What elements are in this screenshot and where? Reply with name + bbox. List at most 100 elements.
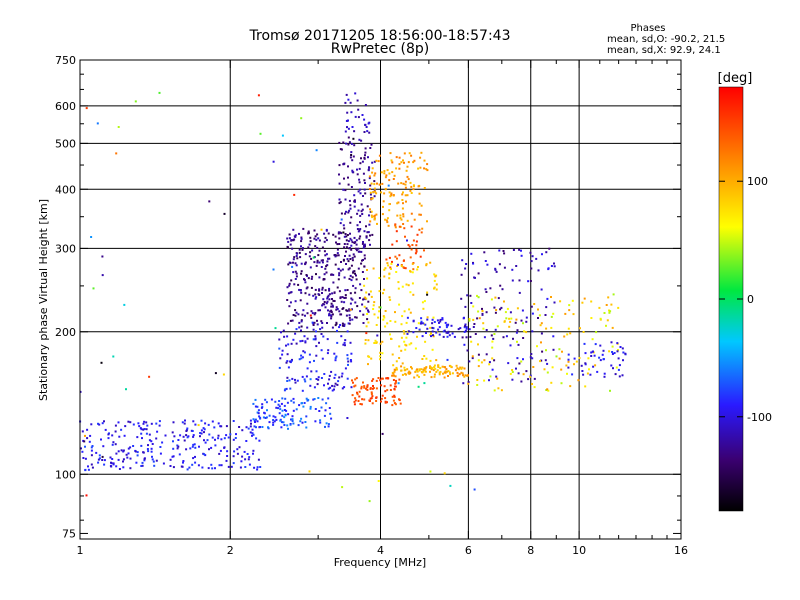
data-point — [393, 388, 396, 390]
data-point — [353, 130, 356, 133]
data-point — [126, 456, 129, 459]
y-tick-label: 300 — [55, 242, 76, 255]
data-point — [118, 435, 121, 438]
data-point — [350, 186, 353, 188]
data-point — [423, 369, 426, 371]
data-point — [394, 311, 396, 314]
data-point — [375, 387, 378, 390]
data-point — [300, 240, 303, 243]
data-point — [425, 332, 427, 334]
data-point — [516, 340, 518, 343]
data-point — [531, 357, 534, 360]
data-point — [162, 462, 165, 465]
data-point — [404, 183, 407, 186]
data-point — [346, 111, 349, 114]
data-point — [511, 279, 514, 282]
data-point — [191, 430, 194, 432]
data-point — [91, 445, 94, 447]
data-point — [363, 230, 366, 233]
data-point — [433, 364, 436, 367]
data-point — [344, 212, 347, 215]
data-point — [264, 398, 267, 401]
data-point — [459, 366, 462, 369]
data-point — [495, 270, 498, 273]
data-point — [308, 293, 311, 296]
data-point — [605, 324, 607, 327]
data-point — [114, 443, 117, 446]
data-point — [318, 341, 320, 344]
data-point — [420, 320, 423, 323]
data-point — [207, 423, 210, 426]
data-point — [214, 438, 216, 441]
data-point — [426, 327, 429, 330]
data-point — [203, 453, 206, 456]
data-point — [349, 258, 352, 260]
data-point — [286, 360, 289, 363]
data-point — [395, 167, 398, 170]
data-point — [583, 342, 586, 345]
data-point — [172, 421, 175, 424]
data-point — [464, 267, 467, 270]
data-point — [142, 422, 145, 425]
data-point — [280, 331, 282, 334]
data-point — [590, 317, 593, 319]
data-point — [359, 192, 362, 195]
data-point — [464, 305, 467, 308]
data-point — [439, 320, 442, 323]
data-point — [434, 367, 437, 370]
data-point — [260, 406, 263, 409]
data-point — [287, 240, 290, 243]
data-point — [539, 324, 542, 327]
data-point — [314, 245, 317, 248]
data-point — [348, 254, 351, 257]
data-point — [311, 312, 314, 315]
data-point — [460, 367, 463, 370]
data-point — [292, 397, 295, 400]
data-point — [383, 192, 386, 195]
data-point — [349, 308, 352, 311]
data-point — [351, 171, 354, 174]
data-point — [569, 332, 572, 335]
data-point — [321, 286, 324, 289]
data-point — [384, 218, 387, 221]
data-point — [150, 422, 153, 425]
data-point — [363, 188, 366, 191]
data-point — [425, 366, 428, 369]
data-point — [353, 385, 356, 388]
data-point — [315, 378, 318, 380]
data-point — [529, 280, 532, 282]
data-point — [407, 371, 410, 374]
y-tick-label: 400 — [55, 183, 76, 196]
data-point — [373, 183, 376, 186]
data-point — [284, 414, 287, 417]
data-point — [438, 373, 441, 376]
data-point — [394, 224, 397, 227]
data-point — [232, 462, 235, 465]
data-point — [169, 458, 172, 461]
data-point — [249, 425, 252, 428]
data-point — [331, 292, 334, 295]
data-point — [350, 151, 353, 154]
data-point — [326, 260, 329, 263]
data-point — [362, 298, 365, 301]
data-point — [324, 236, 327, 239]
data-point — [354, 399, 357, 402]
data-point — [343, 301, 346, 304]
data-point — [439, 318, 442, 321]
data-point — [391, 353, 394, 356]
data-point — [426, 293, 429, 296]
data-point — [425, 264, 428, 267]
data-point — [281, 353, 284, 356]
data-point — [304, 380, 307, 383]
data-point — [306, 337, 309, 340]
data-point — [484, 260, 487, 262]
data-point — [498, 249, 501, 252]
data-point — [331, 313, 334, 316]
data-point — [443, 371, 446, 374]
data-point — [296, 252, 299, 255]
data-point — [610, 341, 613, 344]
data-point — [346, 289, 349, 291]
data-point — [608, 311, 611, 314]
data-point — [579, 327, 581, 330]
data-point — [435, 274, 438, 277]
